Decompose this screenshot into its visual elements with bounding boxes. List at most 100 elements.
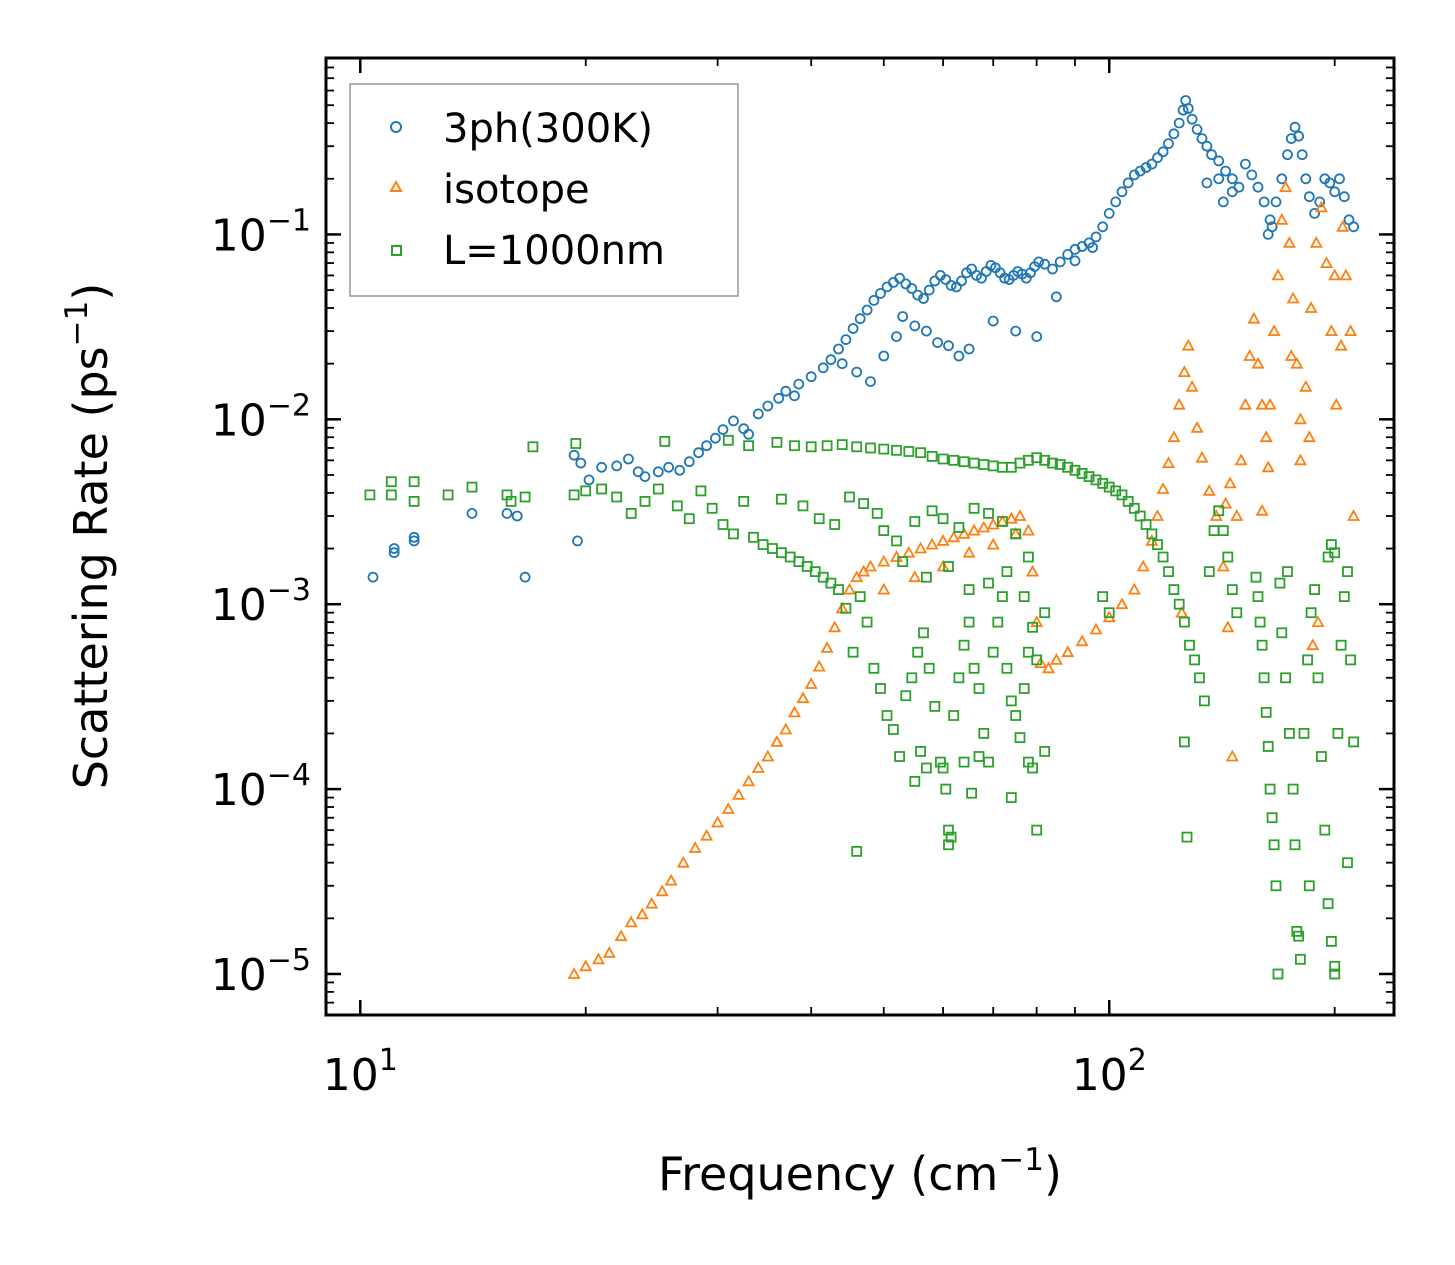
point-l1000nm bbox=[1116, 489, 1128, 501]
point-3ph bbox=[1246, 169, 1258, 181]
point-l1000nm bbox=[1194, 672, 1205, 684]
point-l1000nm bbox=[953, 672, 965, 684]
legend-label-3ph: 3ph(300K) bbox=[443, 106, 653, 152]
legend-label-isotope: isotope bbox=[443, 167, 590, 213]
point-3ph bbox=[900, 278, 912, 290]
legend: 3ph(300K) isotope L=1000nm bbox=[349, 83, 739, 297]
point-l1000nm bbox=[1031, 452, 1043, 464]
point-l1000nm bbox=[943, 824, 954, 836]
point-l1000nm bbox=[1280, 672, 1291, 684]
point-l1000nm bbox=[1295, 953, 1306, 965]
point-isotope bbox=[1344, 324, 1358, 337]
point-3ph bbox=[1186, 113, 1198, 125]
point-l1000nm bbox=[757, 539, 769, 550]
point-l1000nm bbox=[652, 483, 664, 495]
point-3ph bbox=[1062, 248, 1074, 260]
point-3ph bbox=[918, 293, 929, 304]
point-3ph bbox=[572, 535, 583, 547]
point-3ph bbox=[1051, 291, 1062, 303]
point-3ph bbox=[623, 453, 634, 465]
point-l1000nm bbox=[1316, 751, 1327, 762]
point-l1000nm bbox=[1222, 551, 1234, 563]
point-3ph bbox=[1039, 258, 1051, 270]
point-l1000nm bbox=[1329, 960, 1341, 972]
point-l1000nm bbox=[625, 507, 637, 519]
point-3ph bbox=[568, 449, 580, 461]
point-isotope bbox=[742, 774, 756, 787]
point-isotope bbox=[1336, 219, 1350, 232]
point-3ph bbox=[611, 460, 623, 472]
point-l1000nm bbox=[1023, 551, 1034, 563]
point-l1000nm bbox=[805, 441, 817, 453]
point-3ph bbox=[1324, 177, 1336, 189]
series-isotope bbox=[567, 180, 1361, 979]
point-isotope bbox=[925, 537, 939, 550]
point-l1000nm bbox=[776, 493, 787, 505]
point-l1000nm bbox=[1179, 616, 1190, 628]
point-l1000nm bbox=[1342, 857, 1353, 869]
point-l1000nm bbox=[683, 513, 695, 525]
point-3ph bbox=[854, 313, 866, 325]
point-l1000nm bbox=[1309, 584, 1320, 595]
point-3ph bbox=[805, 371, 817, 383]
point-l1000nm bbox=[840, 602, 852, 614]
point-l1000nm bbox=[1010, 710, 1022, 721]
point-l1000nm bbox=[1338, 591, 1350, 602]
point-isotope bbox=[676, 855, 690, 868]
point-l1000nm bbox=[1189, 654, 1200, 666]
point-3ph bbox=[943, 340, 954, 352]
point-l1000nm bbox=[1329, 547, 1341, 559]
point-isotope bbox=[688, 841, 702, 853]
point-isotope bbox=[1286, 291, 1300, 304]
point-3ph bbox=[1289, 121, 1301, 133]
point-3ph bbox=[1157, 146, 1169, 158]
point-3ph bbox=[1191, 123, 1203, 135]
point-isotope bbox=[770, 735, 784, 747]
point-3ph bbox=[836, 358, 848, 370]
point-l1000nm bbox=[1031, 654, 1043, 666]
point-isotope bbox=[1238, 397, 1252, 410]
point-l1000nm bbox=[1268, 839, 1280, 851]
point-isotope bbox=[1309, 236, 1323, 248]
legend-marker-isotope bbox=[389, 179, 403, 192]
point-3ph bbox=[596, 461, 607, 473]
point-3ph bbox=[1293, 130, 1304, 142]
point-isotope bbox=[850, 570, 864, 583]
point-3ph bbox=[897, 311, 909, 322]
point-l1000nm bbox=[1293, 930, 1304, 942]
point-isotope bbox=[579, 959, 593, 972]
point-l1000nm bbox=[978, 728, 990, 739]
point-l1000nm bbox=[1027, 762, 1038, 774]
series-L=1000nm bbox=[364, 434, 1359, 980]
point-isotope bbox=[1306, 638, 1320, 651]
point-3ph bbox=[851, 366, 863, 378]
point-l1000nm bbox=[1090, 474, 1102, 486]
point-l1000nm bbox=[861, 616, 873, 628]
point-l1000nm bbox=[748, 531, 759, 543]
point-3ph bbox=[951, 281, 962, 293]
point-isotope bbox=[1167, 430, 1181, 443]
point-3ph bbox=[717, 424, 729, 436]
point-3ph bbox=[1201, 140, 1213, 152]
point-l1000nm bbox=[1226, 584, 1238, 595]
point-l1000nm bbox=[1097, 591, 1109, 602]
point-isotope bbox=[1034, 656, 1048, 668]
point-3ph bbox=[663, 461, 674, 473]
point-l1000nm bbox=[1270, 880, 1282, 892]
point-isotope bbox=[877, 554, 891, 567]
y-tick-label: 10−3 bbox=[211, 573, 311, 631]
point-l1000nm bbox=[921, 571, 932, 583]
legend-marker-l1000nm bbox=[391, 245, 402, 256]
point-isotope bbox=[1195, 450, 1209, 463]
point-isotope bbox=[1284, 349, 1298, 361]
point-3ph bbox=[693, 447, 704, 459]
point-3ph bbox=[963, 343, 975, 355]
point-isotope bbox=[1172, 397, 1186, 410]
point-l1000nm bbox=[408, 476, 420, 488]
point-3ph bbox=[773, 392, 785, 404]
point-l1000nm bbox=[1031, 824, 1043, 836]
point-l1000nm bbox=[915, 447, 926, 459]
point-3ph bbox=[1116, 186, 1128, 198]
point-l1000nm bbox=[1260, 707, 1272, 718]
point-isotope bbox=[796, 691, 810, 704]
